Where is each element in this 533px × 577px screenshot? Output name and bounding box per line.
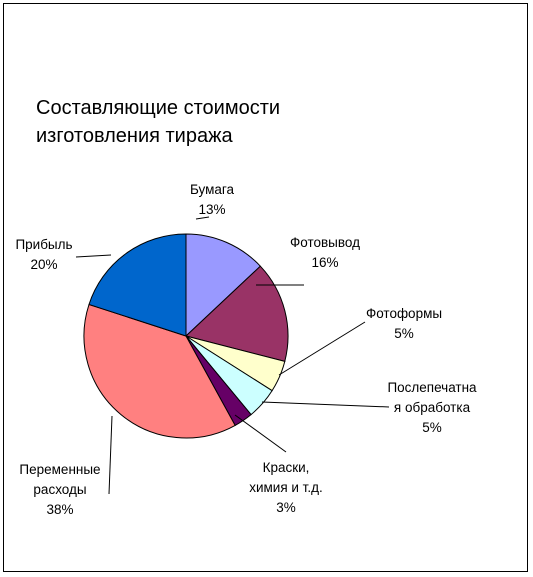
leader-line (108, 415, 113, 495)
slice-label-line: химия и т.д. (249, 480, 323, 495)
slice-label-line: Фотоформы (366, 306, 442, 321)
slice-label: Фотоформы 5% (366, 306, 442, 341)
slice-label-line: Краски, (263, 460, 310, 475)
pie-slice (185, 233, 262, 338)
chart-frame: Составляющие стоимости изготовления тира… (3, 3, 528, 572)
pie-chart: Составляющие стоимости изготовления тира… (15, 97, 477, 517)
pie-slice (184, 265, 289, 362)
slice-label-line: расходы (33, 482, 86, 497)
chart-title-line-2: изготовления тиража (36, 125, 233, 147)
slice-labels: Бумага 13%Фотовывод 16%Фотоформы 5%Послепеч… (15, 182, 477, 517)
leader-line (261, 401, 390, 408)
slice-label: Бумага 13% (190, 182, 235, 217)
leader-line (195, 216, 210, 220)
slice-percent: 16% (311, 255, 338, 270)
leader-line (75, 254, 112, 258)
slice-percent: 5% (422, 420, 442, 435)
slice-label: Послепечатна я обработка 5% (387, 380, 477, 435)
leader-line (234, 414, 287, 453)
slice-percent: 38% (46, 502, 73, 517)
slice-percent: 5% (394, 326, 414, 341)
leader-line (278, 321, 366, 376)
pie-slice (83, 303, 236, 439)
slice-label-line: Переменные (19, 462, 100, 477)
slice-label-line: Послепечатна (387, 380, 477, 395)
pie-slices (83, 233, 289, 439)
slice-label: Краски, химия и т.д. 3% (249, 460, 323, 515)
slice-label-line: Прибыль (15, 237, 72, 252)
slice-label-line: Фотовывод (290, 235, 360, 250)
slice-label-line: Бумага (190, 182, 235, 197)
slice-percent: 3% (276, 500, 296, 515)
leader-lines (75, 216, 390, 495)
slice-label-line: я обработка (394, 400, 471, 415)
slice-label: Фотовывод 16% (290, 235, 360, 270)
slice-percent: 13% (198, 202, 225, 217)
pie-slice (88, 233, 187, 337)
slice-percent: 20% (30, 257, 57, 272)
slice-label: Прибыль 20% (15, 237, 72, 272)
chart-title-line-1: Составляющие стоимости (36, 97, 280, 119)
slice-label: Переменные расходы 38% (19, 462, 100, 517)
